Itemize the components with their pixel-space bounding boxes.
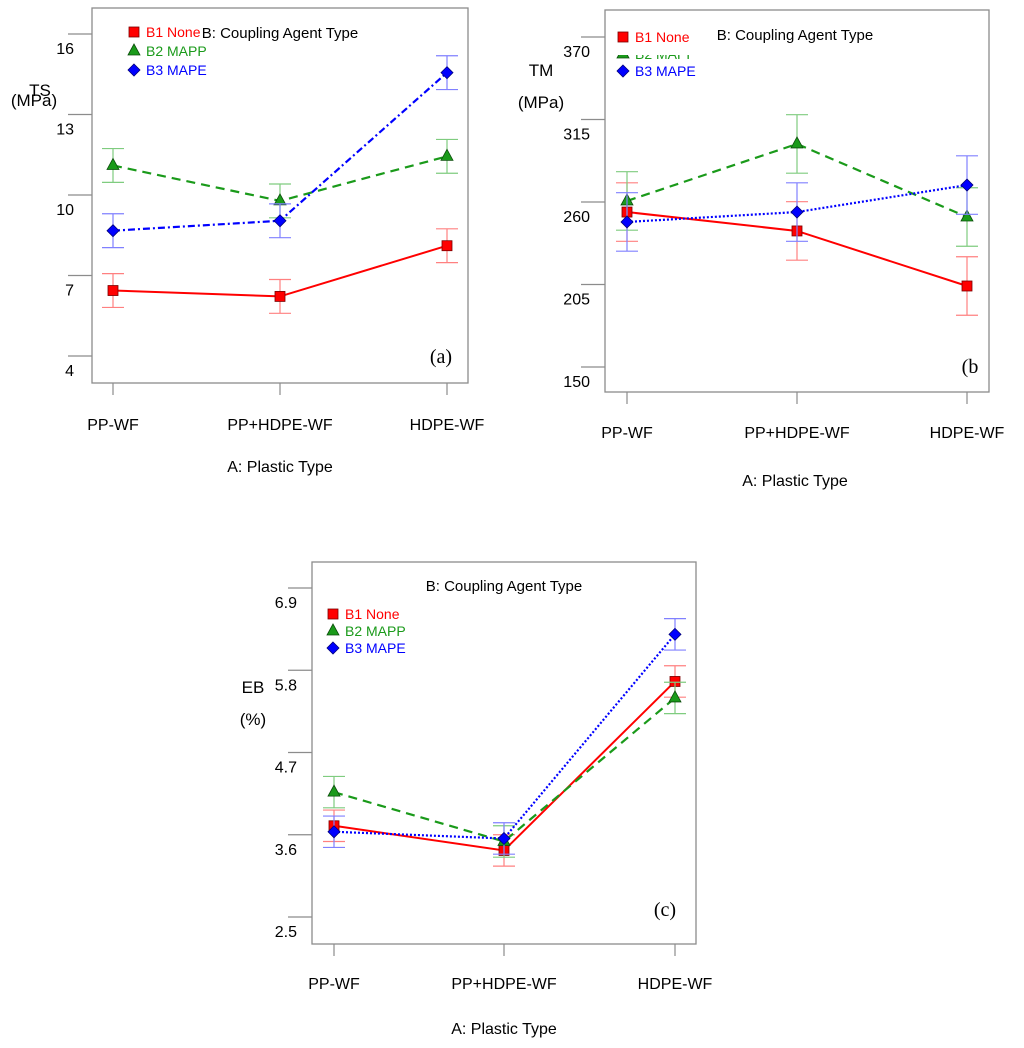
- legend-item: B3 MAPE: [326, 640, 406, 656]
- legend-marker: [616, 55, 630, 59]
- x-tick-label: PP+HDPE-WF: [744, 425, 850, 442]
- series-b3-mape: [616, 155, 978, 252]
- series-b2-mapp: [102, 138, 458, 219]
- legend-title: B: Coupling Agent Type: [202, 25, 359, 42]
- y-tick-label: 4: [65, 363, 74, 380]
- y-tick-label: 5.8: [275, 677, 297, 694]
- data-point-diamond: [620, 215, 634, 229]
- panel-label: (c): [654, 899, 676, 921]
- y-tick-label: 3.6: [275, 842, 297, 859]
- legend-marker: [127, 63, 141, 77]
- legend-label: B2 MAPP: [635, 46, 696, 62]
- y-tick-label: 315: [563, 127, 590, 144]
- y-tick-label: 205: [563, 292, 590, 309]
- y-tick-label: 10: [56, 202, 74, 219]
- series-b1-none: [102, 228, 458, 314]
- chart-c: 2.5 3.6 4.7 5.8 6.9 PP-WF PP+HDPE-WF HDPE-WF EB (…: [240, 561, 713, 1038]
- legend-item: B2 MAPP: [127, 43, 207, 59]
- x-tick-label: PP+HDPE-WF: [227, 417, 333, 434]
- y-axis-unit: (%): [240, 710, 266, 729]
- panel-label: (a): [430, 346, 452, 368]
- data-point-square: [441, 240, 453, 252]
- y-axis-unit: (MPa): [11, 91, 57, 110]
- legend-marker: [617, 31, 629, 43]
- chart-b: 150 205 260 315 370 PP-WF PP+HDPE-WF HDPE-WF TM (…: [518, 9, 1005, 490]
- data-point-triangle: [327, 784, 341, 797]
- legend-item: B2 MAPP: [616, 46, 696, 62]
- legend-item: B1 None: [327, 606, 400, 622]
- data-point-diamond: [106, 224, 120, 238]
- data-point-square: [961, 280, 973, 292]
- legend-label: B3 MAPE: [146, 62, 207, 78]
- data-point-square: [274, 291, 286, 302]
- x-axis-title: A: Plastic Type: [227, 459, 333, 476]
- data-point-diamond: [668, 627, 682, 641]
- data-point-triangle: [106, 157, 120, 170]
- legend-label: B2 MAPP: [345, 623, 406, 639]
- x-tick-label: PP+HDPE-WF: [451, 976, 557, 993]
- data-point-diamond: [273, 214, 287, 228]
- y-tick-label: 7: [65, 283, 74, 300]
- data-point-diamond: [440, 66, 454, 80]
- legend-label: B1 None: [146, 24, 201, 40]
- series-b3-mape: [323, 618, 686, 855]
- legend-marker: [128, 26, 140, 38]
- legend-marker: [127, 43, 141, 56]
- legend-label: B2 MAPP: [146, 43, 207, 59]
- legend-title: B: Coupling Agent Type: [426, 578, 583, 595]
- series-line: [333, 633, 676, 840]
- y-tick-label: 4.7: [275, 760, 297, 777]
- x-tick-label: HDPE-WF: [930, 425, 1005, 442]
- legend-item: B3 MAPE: [616, 63, 696, 79]
- data-point-square: [107, 285, 119, 296]
- x-tick-label: PP-WF: [308, 976, 360, 993]
- y-axis-title: TS: [29, 81, 51, 100]
- x-axis-title: A: Plastic Type: [451, 1021, 557, 1038]
- x-tick-label: PP-WF: [601, 425, 653, 442]
- y-tick-label: 2.5: [275, 924, 297, 941]
- x-tick-label: PP-WF: [87, 417, 139, 434]
- legend-label: B1 None: [635, 29, 690, 45]
- data-point-triangle: [790, 136, 804, 149]
- data-point-diamond: [960, 178, 974, 192]
- x-tick-label: HDPE-WF: [638, 976, 713, 993]
- y-axis-title: EB: [242, 678, 265, 697]
- legend-item: B2 MAPP: [326, 623, 406, 639]
- legend-marker: [327, 608, 339, 620]
- y-tick-label: 6.9: [275, 595, 297, 612]
- legend-item: B1 None: [128, 24, 201, 40]
- legend-marker: [326, 641, 340, 655]
- y-tick-label: 260: [563, 209, 590, 226]
- legend-title: B: Coupling Agent Type: [717, 27, 874, 44]
- y-axis-unit: (MPa): [518, 93, 564, 112]
- panel-label: (b: [962, 356, 979, 378]
- series-line: [626, 142, 968, 219]
- chart-a: 4 7 10 13 16 PP-WF PP+HDPE-WF HDPE-WF TS(MPa) A: …: [11, 7, 485, 476]
- data-point-diamond: [327, 825, 341, 839]
- y-axis-title: TM: [529, 61, 554, 80]
- data-point-diamond: [790, 205, 804, 219]
- y-tick-label: 370: [563, 44, 590, 61]
- legend-label: B1 None: [345, 606, 400, 622]
- x-axis-title: A: Plastic Type: [742, 473, 848, 490]
- y-tick-label: 150: [563, 374, 590, 391]
- series-b3-mape: [102, 55, 458, 249]
- legend-label: B3 MAPE: [345, 640, 406, 656]
- y-tick-label: 13: [56, 122, 74, 139]
- legend-item: B1 None: [617, 29, 690, 45]
- data-point-triangle: [440, 148, 454, 161]
- data-point-triangle: [668, 690, 682, 703]
- x-tick-label: HDPE-WF: [410, 417, 485, 434]
- series-line: [333, 697, 676, 843]
- data-point-diamond: [497, 831, 511, 846]
- legend-marker: [616, 64, 630, 78]
- legend-label: B3 MAPE: [635, 63, 696, 79]
- y-tick-label: 16: [56, 41, 74, 58]
- legend-marker: [326, 623, 340, 636]
- legend-item: B3 MAPE: [127, 62, 207, 78]
- series-line: [626, 183, 968, 224]
- data-point-triangle: [960, 209, 974, 222]
